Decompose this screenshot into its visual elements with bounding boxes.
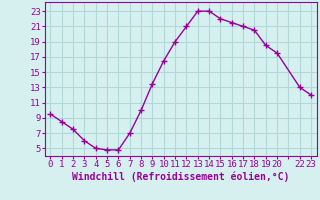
- X-axis label: Windchill (Refroidissement éolien,°C): Windchill (Refroidissement éolien,°C): [72, 172, 290, 182]
